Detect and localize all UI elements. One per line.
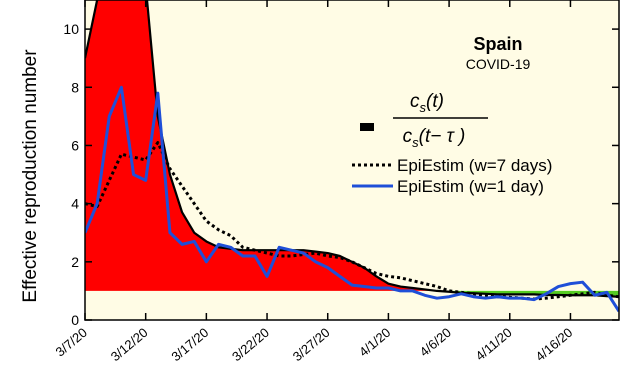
line-layer (85, 0, 619, 313)
x-tick-label: 3/12/20 (108, 325, 151, 364)
legend-label-w1: EpiEstim (w=1 day) (397, 177, 544, 196)
x-tick-label: 3/27/20 (290, 325, 333, 364)
y-tick-label: 0 (71, 312, 79, 328)
area-below-threshold (85, 290, 619, 297)
series-ratio-line (85, 0, 619, 298)
x-tick-label: 4/11/20 (473, 325, 515, 364)
y-tick-label: 4 (71, 196, 79, 212)
y-axis-label: Effective reproduction number (20, 49, 41, 303)
area-above-threshold (85, 0, 619, 291)
y-tick-label: 6 (71, 137, 79, 153)
chart-title: Spain (473, 34, 522, 54)
x-tick-label: 3/7/20 (53, 325, 90, 360)
x-tick-label: 4/1/20 (356, 325, 393, 360)
fill-layer (85, 0, 619, 297)
series-epiestim-w1-line (85, 85, 619, 313)
x-tick-label: 4/16/20 (533, 325, 576, 364)
series-epiestim-w7-line (85, 141, 619, 301)
plot-frame (84, 0, 620, 321)
y-tick-label: 10 (63, 21, 79, 37)
y-tick-label: 8 (71, 79, 79, 95)
chart-subtitle: COVID-19 (466, 56, 531, 72)
legend-fraction-swatch (360, 123, 374, 131)
x-tick-label: 3/17/20 (168, 325, 211, 364)
legend-fraction-bottom: cs(t− τ ) (403, 126, 466, 150)
x-tick-label: 4/6/20 (417, 325, 454, 360)
legend-fraction-top: cs(t) (410, 91, 444, 115)
legend-label-w7: EpiEstim (w=7 days) (397, 156, 552, 175)
y-tick-label: 2 (71, 254, 79, 270)
legend: cs(t) cs(t− τ ) EpiEstim (w=7 days) EpiE… (352, 91, 552, 196)
x-tick-label: 3/22/20 (229, 325, 272, 364)
